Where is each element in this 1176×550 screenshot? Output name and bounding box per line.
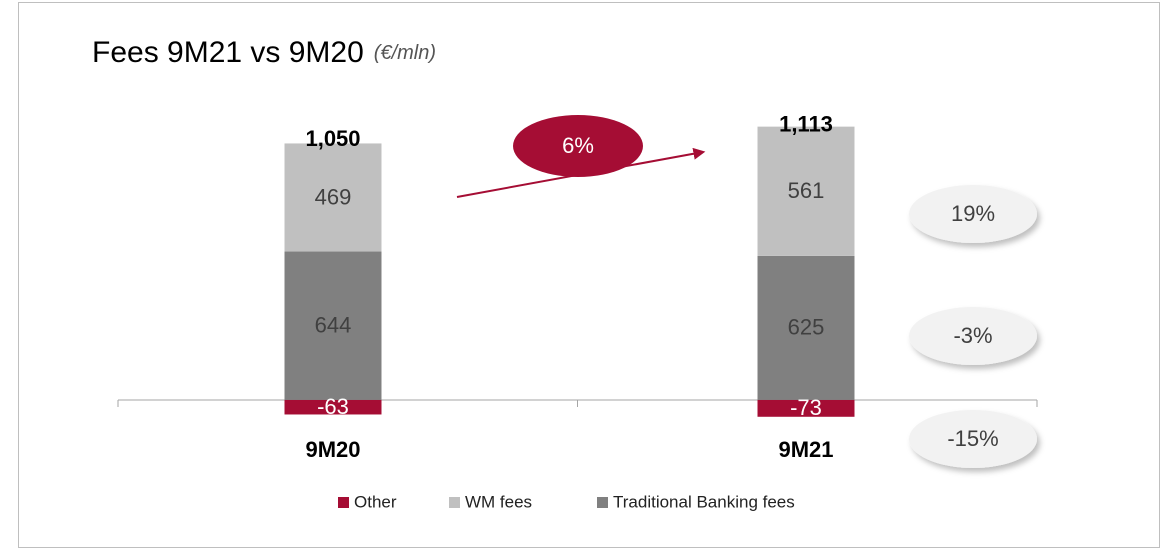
segment-label: 625 [788, 315, 825, 340]
total-label: 1,113 [779, 111, 833, 136]
segment-label: -73 [790, 395, 822, 420]
title: Fees 9M21 vs 9M20 [92, 36, 364, 69]
legend-swatch [449, 497, 460, 508]
segment-label: 644 [315, 313, 352, 338]
subtitle: (€/mln) [374, 42, 436, 64]
legend-label: WM fees [465, 492, 532, 511]
chart-title: Fees 9M21 vs 9M20 (€/mln) [92, 36, 436, 69]
segment-label: 561 [788, 178, 825, 203]
growth-bubble [513, 115, 643, 177]
x-tick-label: 9M21 [778, 437, 833, 462]
growth-label: 6% [562, 133, 594, 158]
change-label: -15% [947, 426, 998, 451]
bar-segment [757, 255, 855, 400]
bar-segment [757, 126, 855, 256]
change-label: 19% [951, 201, 995, 226]
segment-label: 469 [315, 184, 352, 209]
bar-segment [757, 399, 855, 417]
segment-label: -63 [317, 394, 349, 419]
total-label: 1,050 [305, 126, 360, 151]
legend-swatch [338, 497, 349, 508]
change-bubble [909, 185, 1037, 243]
bar-segment [284, 143, 382, 252]
bar-segment [284, 399, 382, 415]
bar-segment [284, 251, 382, 400]
legend-label: Other [354, 492, 397, 511]
change-bubble [909, 307, 1037, 365]
change-bubble [909, 410, 1037, 468]
legend-label: Traditional Banking fees [613, 492, 795, 511]
x-tick-label: 9M20 [305, 437, 360, 462]
change-label: -3% [953, 323, 992, 348]
legend-swatch [597, 497, 608, 508]
